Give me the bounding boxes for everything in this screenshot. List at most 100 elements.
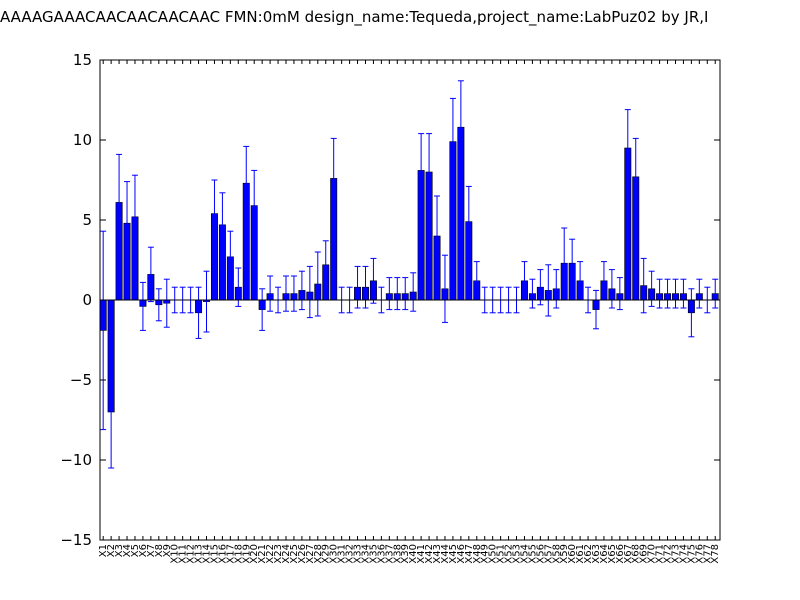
x-tick-label: X35 (368, 544, 379, 564)
x-tick-label: X37 (384, 544, 395, 564)
error-bar-X57 (545, 264, 552, 317)
error-bar-X46 (457, 80, 464, 175)
error-bar-X28 (314, 251, 321, 317)
error-bar-X75 (688, 288, 695, 338)
x-tick-label: X12 (186, 544, 197, 564)
x-tick-label: X58 (551, 544, 562, 564)
x-tick-label: X57 (543, 544, 554, 564)
error-bar-X33 (354, 265, 361, 309)
error-bar-X45 (449, 97, 456, 186)
x-tick-label: X52 (504, 544, 515, 564)
error-bar-X1 (100, 230, 107, 431)
x-tick-label: X54 (519, 544, 530, 564)
x-tick-label: X50 (488, 544, 499, 564)
error-bar-X19 (243, 145, 250, 221)
x-tick-label: X19 (241, 544, 252, 564)
error-bar-X22 (267, 275, 274, 312)
error-bar-X9 (163, 278, 170, 328)
y-tick-label: 5 (82, 211, 92, 229)
error-bar-X14 (203, 270, 210, 333)
error-bar-X21 (259, 288, 266, 331)
error-bar-X34 (362, 265, 369, 309)
error-bar-X5 (131, 174, 138, 259)
error-bar-X41 (418, 133, 425, 208)
x-tick-label: X45 (448, 544, 459, 564)
x-tick-label: X16 (217, 544, 228, 564)
error-bar-X6 (139, 281, 146, 331)
error-bar-X24 (283, 275, 289, 312)
x-tick-label: X70 (647, 544, 658, 564)
x-tick-label: X62 (583, 544, 594, 564)
error-bar-X8 (155, 288, 162, 322)
error-bar-X43 (434, 195, 441, 277)
error-bar-X38 (394, 277, 401, 311)
error-bar-X7 (147, 246, 154, 303)
bars-layer (99, 126, 719, 413)
x-tick-label: X56 (535, 544, 546, 564)
error-bar-X40 (410, 272, 417, 312)
x-tick-label: X74 (678, 544, 689, 564)
x-tick-label: X63 (591, 544, 602, 564)
x-tick-label: X42 (424, 544, 435, 564)
x-tick-label: X59 (559, 544, 570, 564)
x-tick-label: X73 (670, 544, 681, 564)
error-bar-X67 (624, 109, 631, 187)
y-tick-label: −10 (60, 451, 92, 469)
error-bar-X2 (108, 355, 115, 469)
x-tick-label: X1 (98, 544, 109, 557)
x-tick-label: X26 (297, 544, 308, 564)
error-bar-X70 (648, 270, 655, 307)
x-tick-label: X15 (209, 544, 220, 564)
x-tick-label: X7 (146, 544, 157, 557)
error-bar-X29 (322, 240, 329, 290)
x-tick-label: X78 (710, 544, 721, 564)
x-tick-label: X10 (170, 544, 181, 564)
x-tick-label: X43 (432, 544, 443, 564)
x-tick-label: X44 (440, 544, 451, 564)
error-bar-X58 (553, 269, 560, 309)
error-bar-X4 (124, 181, 131, 266)
x-tick-label: X31 (337, 544, 348, 564)
error-bar-X37 (386, 277, 393, 311)
x-tick-label: X24 (281, 544, 292, 564)
error-bar-X16 (219, 192, 226, 258)
x-tick-label: X75 (686, 544, 697, 564)
x-tick-label: X36 (376, 544, 387, 564)
y-tick-label: 10 (73, 131, 92, 149)
x-tick-label: X4 (122, 544, 133, 557)
error-bar-X72 (664, 278, 671, 309)
error-bar-X39 (402, 277, 409, 311)
error-bars-layer (100, 80, 719, 469)
x-tick-label: X9 (162, 544, 173, 557)
error-bar-X74 (680, 278, 687, 309)
error-bar-X76 (696, 278, 703, 309)
error-bar-X56 (537, 269, 544, 306)
y-tick-label: 15 (73, 51, 92, 69)
x-tick-label: X30 (329, 544, 340, 564)
error-bar-X55 (529, 278, 536, 309)
x-tick-label: X48 (472, 544, 483, 564)
x-tick-label: X47 (464, 544, 475, 564)
error-bar-X63 (593, 289, 599, 330)
x-tick-label: X46 (456, 544, 467, 564)
error-bar-X15 (211, 179, 218, 248)
x-tick-label: X39 (400, 544, 411, 564)
x-tick-label: X66 (615, 544, 626, 564)
x-tick-label: X32 (345, 544, 356, 564)
x-tick-label: X21 (257, 544, 268, 564)
x-tick-label: X68 (631, 544, 642, 564)
error-bar-X73 (672, 278, 679, 309)
y-tick-label: −5 (70, 371, 92, 389)
error-bar-X59 (561, 227, 568, 299)
x-tick-label: X76 (694, 544, 705, 564)
error-bar-X47 (465, 185, 472, 258)
error-bar-X26 (298, 270, 305, 311)
x-tick-label: X28 (313, 544, 324, 564)
y-axis-ticks: −15 −10 −5 0 5 10 15 (60, 51, 720, 549)
x-tick-label: X53 (512, 544, 523, 564)
x-tick-label: X5 (130, 544, 141, 557)
error-bar-X17 (227, 230, 234, 283)
x-tick-label: X40 (408, 544, 419, 564)
error-bar-X66 (616, 277, 623, 311)
